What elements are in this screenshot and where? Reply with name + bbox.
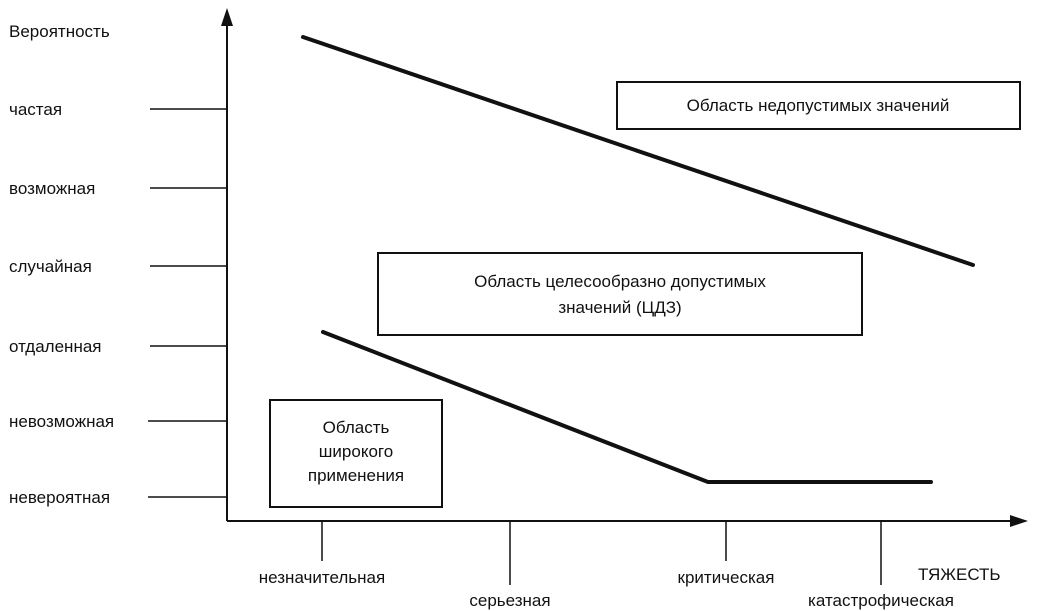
unacceptable-region-box [616, 81, 1021, 130]
x-label-neznachitelnaya: незначительная [259, 568, 385, 587]
unacceptable-region-label: Область недопустимых значений [687, 96, 950, 115]
y-label-otdalennaya: отдаленная [9, 337, 102, 356]
x-label-seryeznaya: серьезная [469, 591, 550, 610]
y-label-nevozmozhnaya: невозможная [9, 412, 114, 431]
alarp-region-box [377, 252, 863, 336]
alarp-region-label-line1: Область целесообразно допустимых [474, 272, 766, 291]
x-axis-arrow [1010, 515, 1028, 527]
x-label-kriticheskaya: критическая [678, 568, 775, 587]
upper-boundary-line [301, 35, 975, 267]
broad-region-box [269, 399, 443, 508]
x-axis-title: ТЯЖЕСТЬ [918, 565, 1001, 584]
broad-region-label-line1: Область [323, 418, 390, 437]
y-axis-arrow [221, 8, 233, 26]
y-label-vozmozhnaya: возможная [9, 179, 95, 198]
y-label-sluchaynaya: случайная [9, 257, 92, 276]
lower-boundary-line [321, 330, 933, 484]
x-label-katastroficheskaya: катастрофическая [808, 591, 954, 610]
broad-region-label-line2: широкого [319, 442, 393, 461]
alarp-region-label-line2: значений (ЦДЗ) [558, 298, 681, 317]
y-label-neveroyatnaya: невероятная [9, 488, 110, 507]
y-label-chastaya: частая [9, 100, 62, 119]
y-axis-title: Вероятность [9, 22, 110, 41]
broad-region-label-line3: применения [308, 466, 404, 485]
